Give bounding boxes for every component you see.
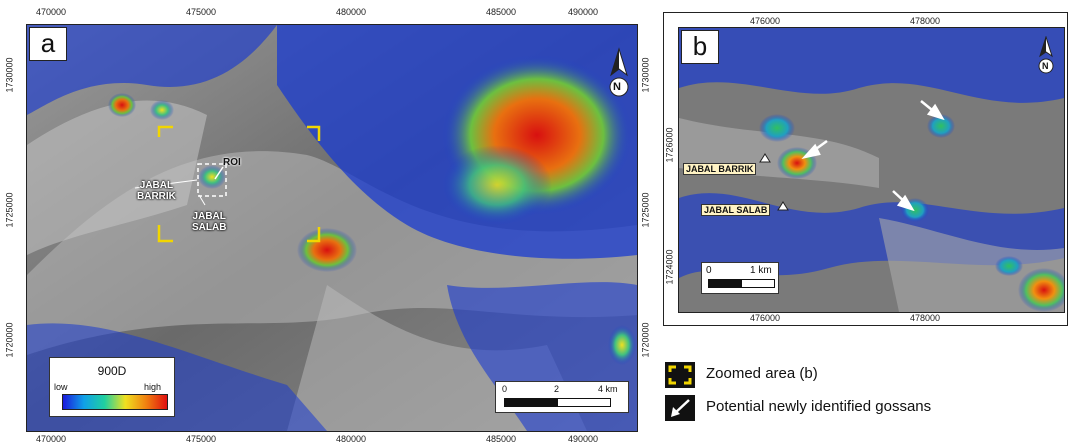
scale-bar-a: 0 2 4 km [495, 381, 629, 413]
x-tick-bottom-b: 478000 [910, 313, 941, 323]
y-tick-right: 1720000 [640, 322, 651, 358]
roi-label: ROI [223, 157, 241, 168]
y-tick-right: 1730000 [640, 57, 651, 93]
y-tick-left: 1725000 [4, 192, 15, 228]
scale-end: 4 km [598, 384, 618, 394]
scale-b-end: 1 km [750, 265, 772, 276]
colorbar [62, 394, 168, 410]
x-tick-top-b: 478000 [910, 16, 941, 26]
colorbar-low-label: low [54, 382, 68, 392]
scale-b-zero: 0 [706, 265, 712, 276]
x-tick-bottom: 470000 [36, 434, 67, 444]
zoom-area-brackets [134, 125, 321, 243]
north-label: N [613, 81, 621, 93]
x-tick-top: 475000 [186, 7, 217, 17]
scale-b-segment-white [741, 279, 775, 288]
scale-bar-b: 0 1 km [701, 262, 779, 294]
x-tick-top: 480000 [336, 7, 367, 17]
north-arrow-icon-b [1038, 36, 1054, 74]
north-arrow-icon [609, 47, 629, 97]
scale-b-segment-black [708, 279, 742, 288]
label-jabal-salab: JABAL SALAB [192, 211, 227, 233]
x-tick-bottom: 490000 [568, 434, 599, 444]
x-tick-bottom: 485000 [486, 434, 517, 444]
y-tick-left: 1730000 [4, 57, 15, 93]
y-tick-left-b: 1724000 [664, 249, 675, 285]
colorbar-high-label: high [144, 382, 162, 392]
colorbar-title: 900D [97, 364, 127, 378]
y-tick-left-b: 1726000 [664, 127, 675, 163]
legend-zoom-label: Zoomed area (b) [706, 365, 818, 382]
label-jabal-salab-b: JABAL SALAB [701, 204, 771, 216]
zoom-area-legend-icon [665, 362, 695, 388]
colorbar-legend: 900D low high [49, 357, 175, 417]
roi-box [197, 163, 227, 197]
y-tick-left: 1720000 [4, 322, 15, 358]
x-tick-top-b: 476000 [750, 16, 781, 26]
gossan-arrow-legend-icon [665, 395, 695, 421]
panel-b-letter: b [681, 30, 719, 64]
scale-zero: 0 [502, 384, 508, 394]
x-tick-bottom-b: 476000 [750, 313, 781, 323]
x-tick-bottom: 475000 [186, 434, 217, 444]
scale-segment-black [504, 398, 558, 407]
x-tick-top: 490000 [568, 7, 599, 17]
scale-mid: 2 [554, 384, 560, 394]
map-b: b JABAL BARRIK JABAL SALAB N 0 1 km [678, 27, 1065, 313]
y-tick-right: 1725000 [640, 192, 651, 228]
panel-a-letter: a [29, 27, 67, 61]
label-jabal-barrik: JABAL BARRIK [137, 180, 176, 202]
x-tick-bottom: 480000 [336, 434, 367, 444]
x-tick-top: 485000 [486, 7, 517, 17]
legend-gossans-label: Potential newly identified gossans [706, 398, 932, 415]
north-label-b: N [1042, 61, 1049, 71]
x-tick-top: 470000 [36, 7, 67, 17]
label-jabal-barrik-b: JABAL BARRIK [683, 163, 757, 175]
scale-segment-white [557, 398, 611, 407]
map-a: ROI JABAL BARRIK JABAL SALAB a N 900D lo… [26, 24, 638, 432]
